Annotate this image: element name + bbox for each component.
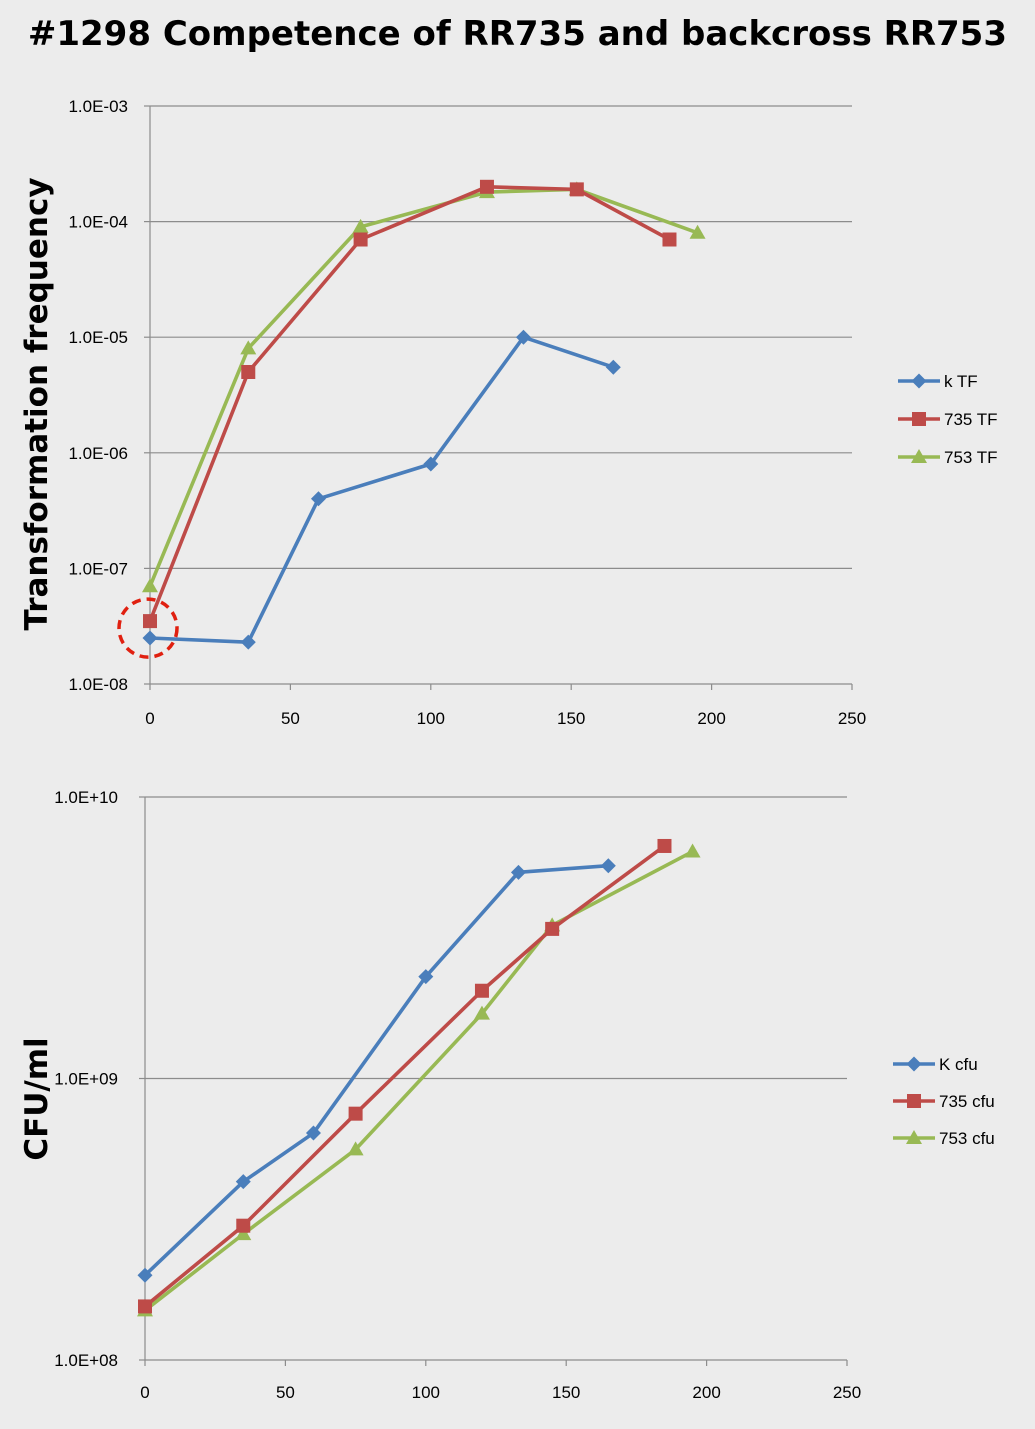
series-k-tf xyxy=(142,329,621,650)
legend-marker xyxy=(906,1056,922,1072)
y-tick-label: 1.0E-05 xyxy=(68,328,128,347)
y-tick-label: 1.0E-06 xyxy=(68,444,128,463)
data-point xyxy=(143,614,157,629)
data-point xyxy=(423,456,439,472)
x-tick-label: 150 xyxy=(552,1383,580,1402)
y-tick-label: 1.0E-07 xyxy=(68,559,128,578)
y-tick-label: 1.0E+08 xyxy=(54,1351,118,1370)
data-point xyxy=(353,232,368,247)
series-753-tf xyxy=(142,181,706,593)
data-point xyxy=(305,1125,321,1141)
x-tick-label: 100 xyxy=(417,709,445,728)
data-point xyxy=(235,1226,252,1241)
data-point xyxy=(662,232,677,247)
data-point xyxy=(348,1106,363,1121)
legend-label: 753 TF xyxy=(944,448,998,467)
legend: K cfu 735 cfu 753 cfu xyxy=(893,1055,995,1148)
legend-marker xyxy=(907,1094,921,1108)
x-tick-label: 200 xyxy=(692,1383,720,1402)
y-axis-label: Transformation frequency xyxy=(19,177,55,630)
y-tick-label: 1.0E-04 xyxy=(68,213,128,232)
data-point xyxy=(310,491,326,507)
page-title: #1298 Competence of RR735 and backcross … xyxy=(27,14,1007,54)
y-tick-label: 1.0E-03 xyxy=(68,97,128,116)
series-k-cfu xyxy=(137,858,616,1283)
x-tick-label: 250 xyxy=(833,1383,861,1402)
legend: k TF 735 TF 753 TF xyxy=(898,372,998,467)
data-point xyxy=(510,864,526,880)
series-line xyxy=(148,187,700,589)
highlight-circle-annotation xyxy=(117,597,179,659)
data-point xyxy=(142,578,158,593)
series-line xyxy=(148,335,616,644)
data-point xyxy=(689,224,706,239)
data-point xyxy=(600,858,616,874)
data-point xyxy=(352,218,369,233)
chart-2: 1.0E+08 1.0E+09 1.0E+10 0 50 100 150 200 250 CFU/… xyxy=(19,788,995,1402)
series-line xyxy=(143,849,695,1313)
legend-label: 735 cfu xyxy=(939,1092,995,1111)
x-tick-label: 0 xyxy=(140,1383,149,1402)
data-point xyxy=(236,1218,251,1233)
legend-label: 735 TF xyxy=(944,410,998,429)
data-point xyxy=(142,630,158,646)
data-point xyxy=(235,1174,251,1190)
y-tick-label: 1.0E+10 xyxy=(54,788,118,807)
legend-marker xyxy=(906,1130,922,1144)
legend-label: K cfu xyxy=(939,1055,978,1074)
data-point xyxy=(474,983,489,998)
x-tick-label: 150 xyxy=(557,709,585,728)
legend-marker xyxy=(911,373,927,389)
data-point xyxy=(479,179,494,194)
series-line xyxy=(143,844,667,1309)
data-point xyxy=(605,359,621,375)
y-axis-label: CFU/ml xyxy=(19,1037,55,1160)
series-line xyxy=(148,185,672,623)
data-point xyxy=(515,329,531,345)
x-tick-label: 50 xyxy=(276,1383,295,1402)
legend-label: 753 cfu xyxy=(939,1129,995,1148)
data-point xyxy=(240,340,257,355)
x-tick-label: 250 xyxy=(838,709,866,728)
data-point xyxy=(684,843,701,858)
data-point xyxy=(137,1267,153,1283)
data-point xyxy=(347,1141,364,1156)
data-point xyxy=(657,838,672,853)
series-line xyxy=(143,863,611,1278)
y-tick-label: 1.0E-08 xyxy=(68,675,128,694)
x-tick-label: 0 xyxy=(145,709,154,728)
y-tick-label: 1.0E+09 xyxy=(54,1070,118,1089)
data-point xyxy=(138,1299,152,1314)
legend-marker xyxy=(912,412,926,426)
x-tick-label: 100 xyxy=(412,1383,440,1402)
data-point xyxy=(473,1005,490,1020)
series-735-tf xyxy=(143,179,677,629)
x-tick-label: 200 xyxy=(697,709,725,728)
data-point xyxy=(240,634,256,650)
data-point xyxy=(545,921,560,936)
data-point xyxy=(569,182,584,197)
x-tick-label: 50 xyxy=(281,709,300,728)
legend-label: k TF xyxy=(944,372,978,391)
legend-marker xyxy=(911,449,927,463)
series-735-cfu xyxy=(138,838,672,1314)
data-point xyxy=(241,364,256,379)
chart-1: 1.0E-08 1.0E-07 1.0E-06 1.0E-05 1.0E-04 1.0E-… xyxy=(19,97,998,728)
data-point xyxy=(418,969,434,985)
